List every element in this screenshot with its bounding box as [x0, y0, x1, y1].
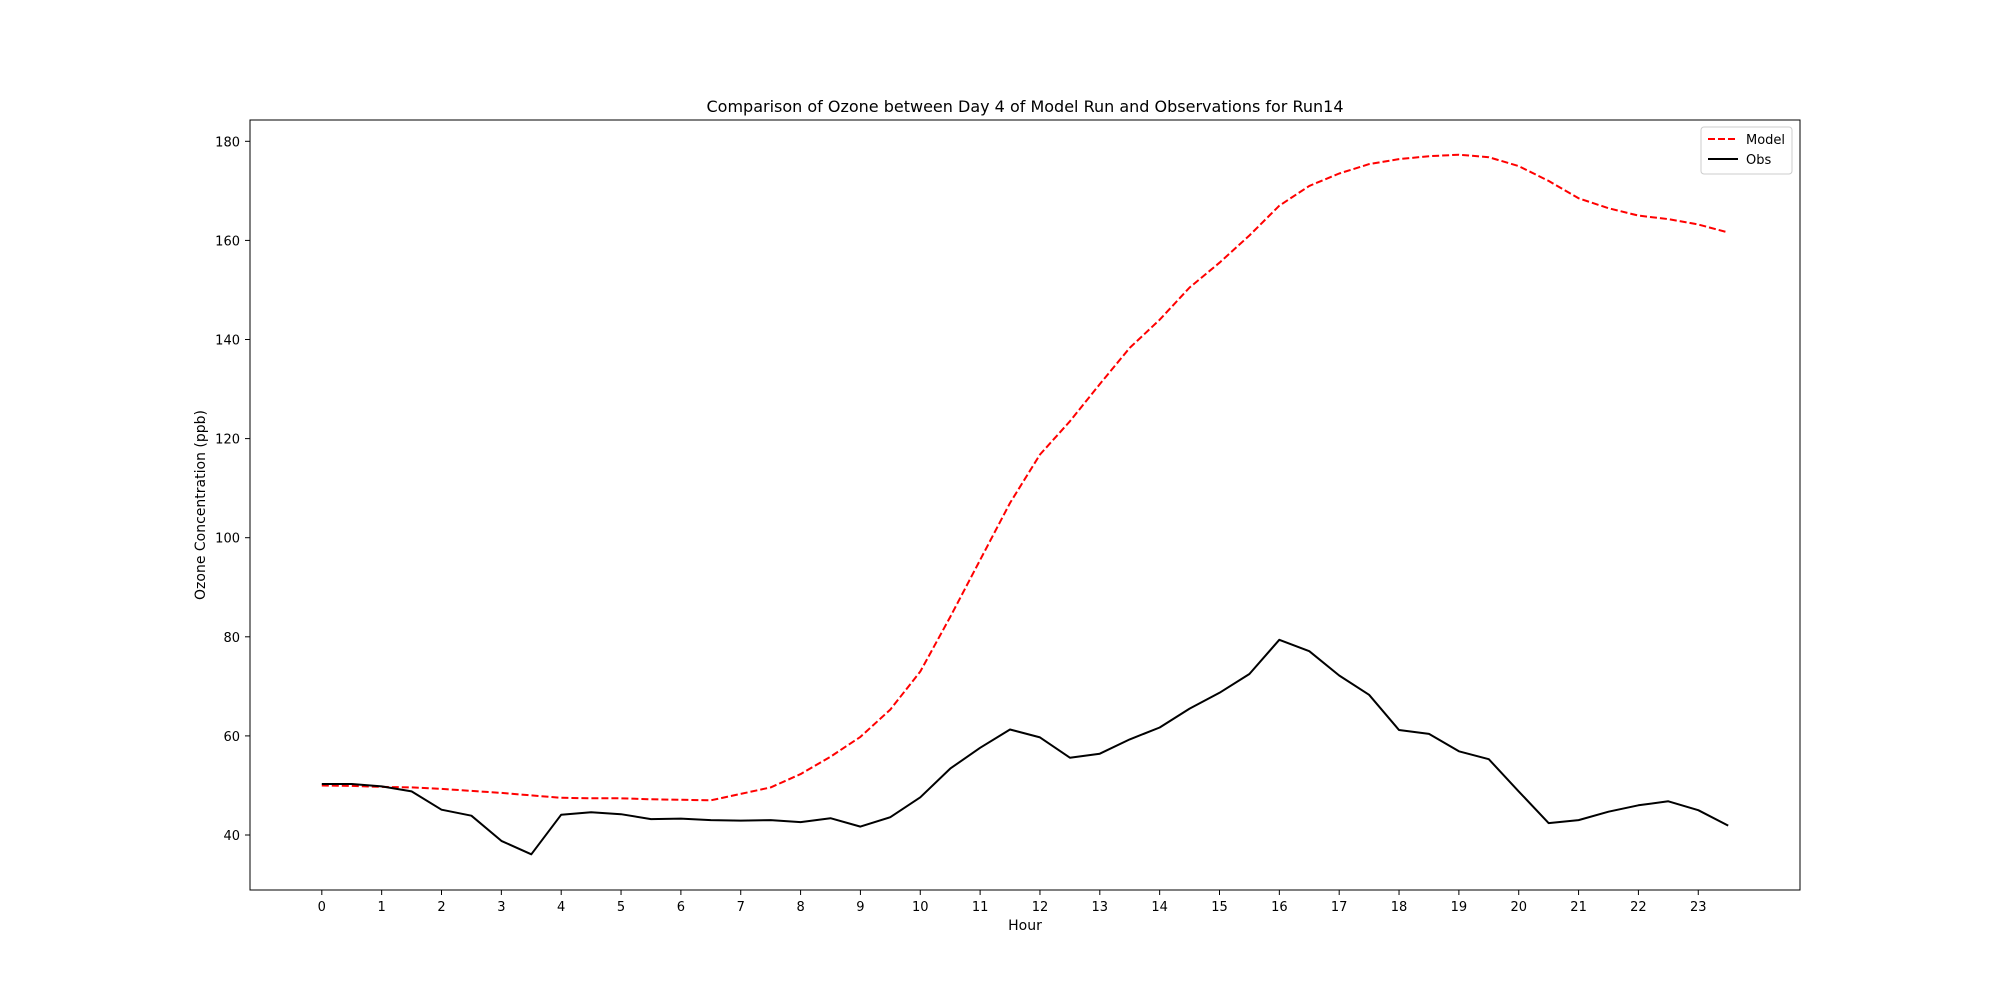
x-tick-label: 8 [796, 900, 804, 915]
x-tick-label: 1 [378, 900, 386, 915]
x-tick-label: 6 [677, 900, 685, 915]
legend: Model Obs [1700, 126, 1793, 175]
x-tick-label: 13 [1092, 900, 1109, 915]
legend-label-obs: Obs [1746, 153, 1771, 168]
x-tick-label: 14 [1151, 900, 1168, 915]
x-tick-label: 20 [1510, 900, 1527, 915]
series-lines [321, 153, 1729, 856]
y-axis-ticks: 40 60 80 100 120 140 160 180 [215, 135, 250, 844]
x-tick-label: 5 [617, 900, 625, 915]
x-tick-label: 7 [737, 900, 745, 915]
y-tick-label: 40 [223, 829, 240, 844]
x-tick-label: 12 [1032, 900, 1049, 915]
y-tick-label: 60 [223, 730, 240, 745]
y-tick-label: 180 [215, 135, 240, 150]
x-axis-label: Hour [1008, 918, 1042, 934]
x-tick-label: 23 [1690, 900, 1707, 915]
series-line-model [321, 153, 1729, 802]
y-tick-label: 120 [215, 433, 240, 448]
x-tick-label: 18 [1391, 900, 1408, 915]
x-tick-label: 10 [912, 900, 929, 915]
chart-title: Comparison of Ozone between Day 4 of Mod… [706, 97, 1343, 116]
x-tick-label: 9 [856, 900, 864, 915]
x-tick-label: 4 [557, 900, 565, 915]
y-tick-label: 140 [215, 334, 240, 349]
x-tick-label: 19 [1451, 900, 1468, 915]
y-tick-label: 100 [215, 532, 240, 547]
x-tick-label: 11 [972, 900, 989, 915]
y-axis-label: Ozone Concentration (ppb) [193, 410, 209, 600]
legend-label-model: Model [1746, 133, 1785, 148]
x-tick-label: 21 [1570, 900, 1587, 915]
y-tick-label: 80 [223, 631, 240, 646]
x-axis-ticks: 0 1 2 3 4 5 6 7 8 9 10 11 12 13 14 15 16 17 18 19 20 21 22 23 [318, 890, 1707, 915]
x-tick-label: 2 [437, 900, 445, 915]
x-tick-label: 3 [497, 900, 505, 915]
x-tick-label: 15 [1211, 900, 1228, 915]
x-tick-label: 16 [1271, 900, 1288, 915]
series-line-obs [321, 638, 1729, 856]
x-tick-label: 17 [1331, 900, 1348, 915]
x-tick-label: 0 [318, 900, 326, 915]
x-tick-label: 22 [1630, 900, 1647, 915]
plot-area-frame [249, 119, 1801, 891]
y-tick-label: 160 [215, 234, 240, 249]
